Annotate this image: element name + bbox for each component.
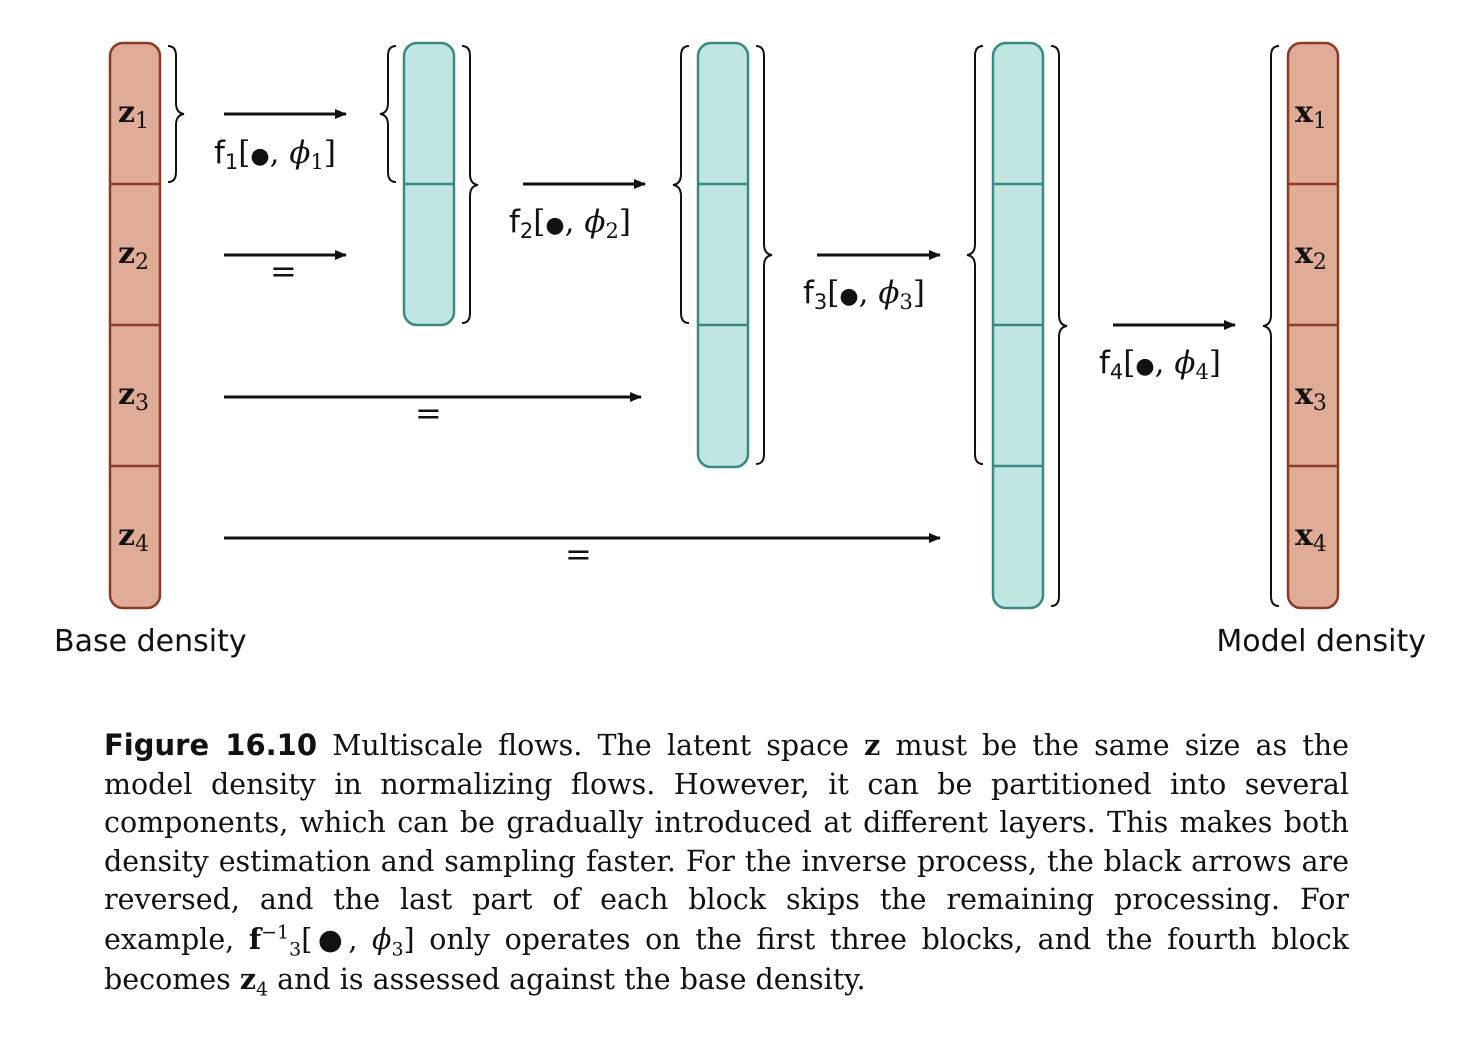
z1-label: z1: [118, 95, 149, 134]
model-density-column: x1 x2 x3 x4: [1262, 41, 1340, 610]
figure-caption: Figure 16.10 Multiscale flows. The laten…: [104, 726, 1349, 999]
caption-f-inverse-sub: 3: [289, 938, 302, 961]
hidden-column-2: [672, 41, 773, 469]
hidden-column-3-right-brace: [1050, 45, 1068, 607]
arrows: [224, 109, 1236, 543]
hidden-column-2-left-brace: [672, 45, 690, 324]
hidden-column-3: [966, 41, 1068, 610]
identity-mark-z4: =: [565, 535, 592, 573]
x4-label: x4: [1295, 518, 1327, 557]
caption-z-symbol: z: [864, 728, 881, 762]
caption-f-inverse-sup: −1: [261, 921, 290, 944]
base-density-column: z1 z2 z3 z4: [108, 41, 185, 610]
caption-f-inverse-args-open: [●,: [301, 922, 373, 956]
z1-brace: [167, 45, 185, 183]
z3-label: z3: [118, 377, 149, 416]
flow-label-f1: f1[●, ϕ1]: [214, 135, 336, 174]
flow-label-f3: f3[●, ϕ3]: [803, 275, 925, 314]
flow-label-f2: f2[●, ϕ2]: [509, 204, 631, 243]
caption-f-inverse: f: [248, 921, 262, 956]
model-density-caption: Model density: [1216, 624, 1426, 659]
z4-label: z4: [118, 518, 149, 557]
caption-phi-sub: 3: [391, 938, 404, 961]
figure-label: Figure 16.10: [104, 728, 318, 762]
model-column-left-brace: [1262, 45, 1280, 607]
hidden-column-1-right-brace: [461, 45, 479, 324]
caption-z4-symbol: z: [239, 961, 256, 996]
z2-label: z2: [118, 236, 149, 275]
hidden-column-2-outline: [696, 41, 750, 469]
hidden-column-3-left-brace: [966, 45, 984, 465]
caption-f-inverse-args-close: ]: [403, 922, 415, 956]
hidden-column-1: [379, 41, 479, 327]
caption-phi: ϕ: [372, 922, 392, 956]
caption-text-3: only operates on the first three blocks,…: [104, 922, 1349, 996]
identity-mark-z3: =: [415, 394, 442, 432]
x1-label: x1: [1295, 95, 1327, 134]
caption-text-4: and is assessed against the base density…: [268, 962, 866, 996]
caption-z4-sub: 4: [256, 978, 269, 1001]
hidden-column-1-left-brace: [379, 45, 397, 183]
identity-mark-z2: =: [270, 252, 297, 290]
multiscale-flow-diagram: z1 z2 z3 z4 Base density = = = f1[●, ϕ1]…: [54, 41, 1426, 659]
hidden-column-2-right-brace: [755, 45, 773, 465]
caption-text-1: Multiscale flows. The latent space: [317, 729, 865, 762]
x3-label: x3: [1295, 377, 1327, 416]
flow-label-f4: f4[●, ϕ4]: [1099, 345, 1221, 384]
x2-label: x2: [1295, 236, 1327, 275]
base-density-caption: Base density: [54, 624, 247, 659]
caption-text-2: must be the same size as the model densi…: [104, 729, 1349, 956]
